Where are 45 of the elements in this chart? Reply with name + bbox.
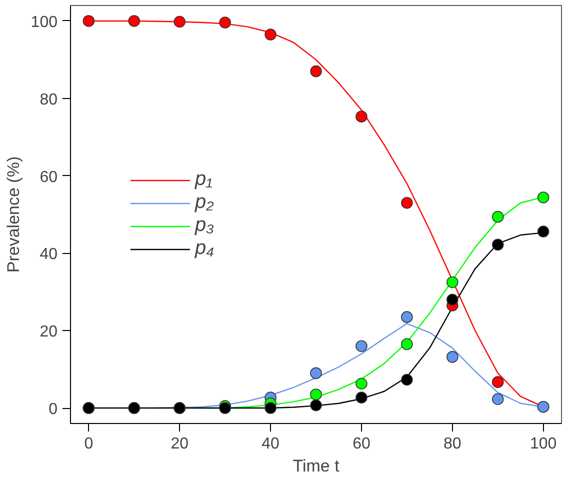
x-tick-label: 100	[530, 436, 557, 452]
point	[492, 210, 504, 223]
point	[537, 192, 550, 204]
point	[401, 197, 413, 209]
point	[174, 16, 186, 28]
point	[356, 340, 368, 352]
point	[82, 15, 95, 27]
point	[492, 376, 504, 388]
x-tick-label: 0	[84, 436, 94, 452]
point	[310, 388, 322, 400]
point	[356, 110, 368, 122]
point	[310, 65, 322, 78]
point	[219, 16, 231, 28]
point	[401, 338, 413, 350]
point	[356, 392, 368, 404]
point	[264, 402, 276, 414]
x-tick-label: 40	[262, 436, 280, 452]
legend-label: p₁	[195, 168, 214, 191]
x-tick-label: 80	[443, 436, 462, 452]
legend-label: p₃	[195, 214, 215, 237]
point	[264, 28, 276, 40]
y-tick-label: 20	[40, 324, 58, 341]
y-tick-label: 80	[40, 91, 58, 108]
point	[492, 238, 504, 251]
legend-label: p₄	[195, 237, 215, 260]
y-tick-label: 40	[40, 246, 58, 264]
x-tick-label: 60	[352, 436, 370, 452]
legend-label: p₂	[195, 191, 215, 214]
point	[446, 276, 458, 288]
point	[446, 294, 458, 306]
point	[401, 311, 413, 323]
point	[492, 393, 504, 406]
point	[128, 15, 140, 27]
x-axis-title: Time t	[292, 456, 340, 476]
point	[310, 399, 322, 412]
point	[401, 374, 413, 386]
point	[310, 367, 322, 380]
x-tick-label: 20	[170, 436, 189, 452]
y-tick-label: 0	[48, 401, 58, 418]
point	[446, 351, 458, 363]
y-tick-label: 100	[30, 14, 58, 31]
point	[537, 226, 550, 238]
point	[356, 378, 368, 390]
y-tick-label: 60	[40, 168, 58, 186]
y-axis-title: Prevalence (%)	[4, 156, 23, 273]
